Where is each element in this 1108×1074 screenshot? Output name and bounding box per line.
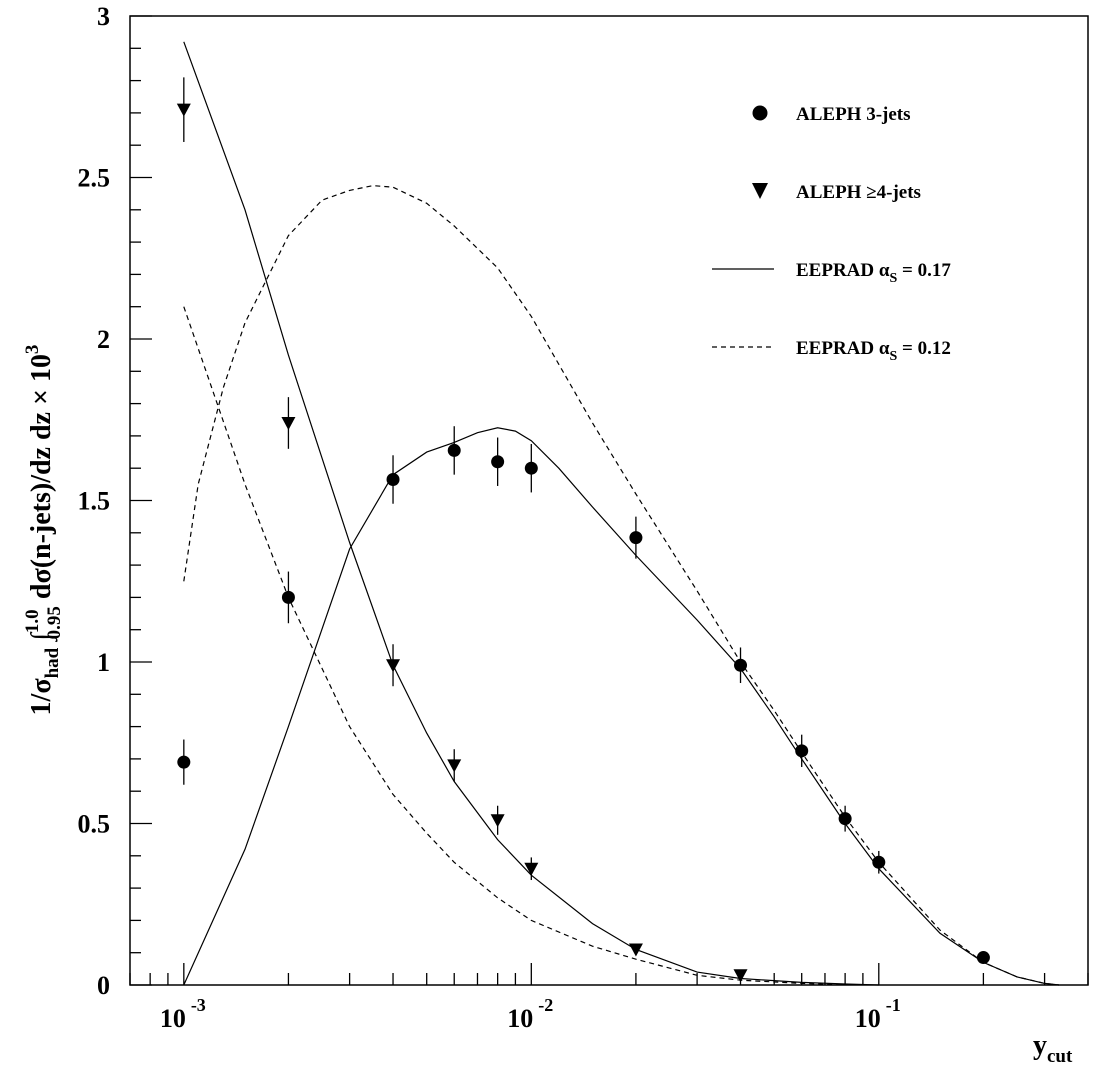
data-point-circle [386, 473, 400, 487]
axis-ticks [129, 15, 1089, 986]
data-point-triangle [524, 862, 539, 876]
data-point-triangle [628, 943, 643, 957]
x-tick-label: 10 [507, 1004, 533, 1033]
x-tick-exponent: -3 [191, 995, 206, 1015]
curve-solid [183, 427, 1060, 986]
curves-layer [183, 41, 1060, 986]
data-point-triangle [733, 969, 748, 983]
data-point-circle [734, 658, 748, 672]
data-point-circle [524, 461, 538, 475]
data-point-triangle [490, 814, 505, 828]
data-point-triangle [447, 759, 462, 773]
y-tick-label: 0.5 [78, 810, 111, 839]
legend-marker-triangle [752, 183, 768, 199]
y-tick-label: 1.5 [78, 487, 111, 516]
data-point-circle [838, 812, 852, 826]
y-tick-label: 2.5 [78, 164, 111, 193]
y-axis-title: 1/σhad ∫1.00.95 dσ(n-jets)/dz dz × 103 [22, 345, 65, 716]
data-point-circle [281, 590, 295, 604]
points-layer [176, 77, 990, 983]
legend-label: ALEPH 3-jets [796, 104, 911, 125]
legend-label: ALEPH ≥4-jets [796, 182, 921, 203]
x-axis-title: ycut [1033, 1030, 1073, 1067]
x-tick-exponent: -1 [886, 995, 901, 1015]
axis-titles: ycut 1/σhad ∫1.00.95 dσ(n-jets)/dz dz × 1… [22, 345, 1073, 1067]
x-tick-exponent: -2 [538, 995, 553, 1015]
legend-label: EEPRAD αS = 0.12 [796, 338, 951, 364]
curve-solid [183, 41, 879, 986]
data-point-circle [177, 755, 191, 769]
x-tick-label: 10 [855, 1004, 881, 1033]
legend-marker-circle [752, 105, 768, 121]
curve-dashed [183, 306, 846, 986]
data-point-circle [976, 951, 990, 965]
data-point-circle [795, 744, 809, 758]
y-tick-label: 1 [97, 648, 110, 677]
data-point-circle [629, 531, 643, 545]
data-point-circle [872, 855, 886, 869]
y-tick-labels: 0 0.5 1 1.5 2 2.5 3 [78, 2, 111, 1000]
legend-label: EEPRAD αS = 0.17 [796, 260, 951, 286]
y-tick-label: 0 [97, 971, 110, 1000]
data-point-triangle [386, 659, 401, 673]
x-tick-label: 10 [160, 1004, 186, 1033]
y-tick-label: 3 [97, 2, 110, 31]
data-point-triangle [176, 103, 191, 117]
plot-frame [129, 15, 1089, 986]
data-point-triangle [281, 416, 296, 430]
curve-dashed [183, 184, 1060, 986]
data-point-circle [491, 455, 505, 469]
x-tick-labels: 10 -3 10 -2 10 -1 [160, 995, 901, 1033]
data-point-circle [447, 443, 461, 457]
legend: ALEPH 3-jets ALEPH ≥4-jets EEPRAD αS = 0.1… [712, 104, 951, 364]
y-tick-label: 2 [97, 325, 110, 354]
